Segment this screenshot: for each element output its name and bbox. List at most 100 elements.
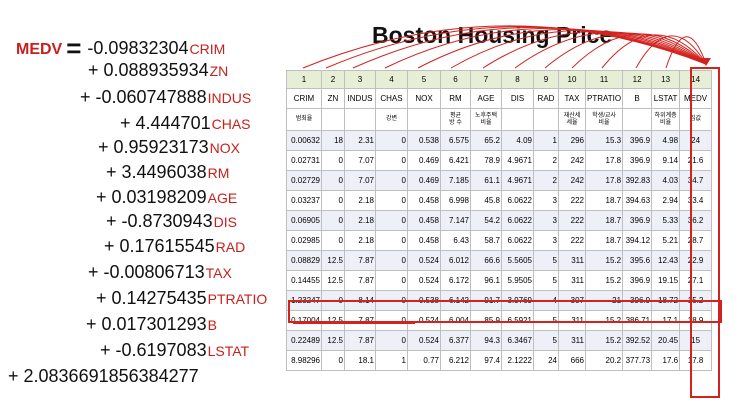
table-cell: 242 [558, 150, 586, 171]
coefficient: + -0.8730943 [106, 211, 213, 231]
table-cell: 3 [533, 210, 559, 231]
coefficient: + 0.03198209 [96, 187, 207, 207]
target-label: MEDV [16, 41, 63, 58]
table-cell: 20.2 [584, 350, 624, 371]
table-cell: 311 [558, 330, 586, 351]
arrow-head-icon [701, 58, 711, 66]
equation-term: + -0.8730943DIS [106, 211, 237, 232]
feature-name: ZN [209, 63, 229, 79]
table-cell: 2 [533, 170, 559, 191]
table-cell: 58.7 [470, 230, 502, 251]
table-cell: 2.94 [651, 190, 681, 211]
table-cell: 15 [679, 330, 713, 351]
table-cell: MEDV [679, 88, 713, 109]
table-cell: 78.9 [470, 150, 502, 171]
equation-term: + 0.14275435PTRATIO [96, 288, 267, 309]
table-cell: 1 [533, 130, 559, 151]
table-cell: 17.6 [651, 350, 681, 371]
table-cell: 18.7 [584, 230, 624, 251]
table-cell: 20.45 [651, 330, 681, 351]
table-cell [344, 108, 376, 131]
equation-term: + 0.03198209AGE [96, 187, 237, 208]
table-cell: 7.07 [344, 150, 376, 171]
table-row: 0.00632 18 2.31 0 0.538 6.575 65.2 4.09 1 296 15.3… [286, 130, 713, 151]
table-cell: 5 [533, 250, 559, 271]
coefficient: + 0.17615545 [104, 236, 215, 256]
table-cell: 6.0622 [501, 210, 534, 231]
feature-name: B [207, 317, 217, 333]
table-cell: TAX [558, 88, 586, 109]
table-cell: 6.012 [440, 250, 471, 271]
table-cell: 6 [440, 70, 471, 89]
coefficient: + -0.00806713 [88, 262, 205, 282]
table-row: 0.22489 12.5 7.87 0 0.524 6.377 94.3 6.3467 5 311… [286, 330, 713, 351]
table-cell: 0.08829 [286, 250, 322, 271]
coefficient: + 4.444701 [120, 113, 211, 133]
table-cell [622, 108, 653, 131]
table-cell: 7.87 [344, 270, 376, 291]
table-cell: 666 [558, 350, 586, 371]
table-cell [321, 108, 345, 131]
table-cell: 17.8 [584, 150, 624, 171]
table-cell: 15.2 [584, 330, 624, 351]
equation-term: + 0.17615545RAD [104, 236, 245, 257]
feature-name: CHAS [211, 116, 251, 132]
connector-arc [635, 35, 707, 69]
table-cell: AGE [470, 88, 502, 109]
table-cell: 61.1 [470, 170, 502, 191]
table-cell: 8.98296 [286, 350, 322, 371]
feature-name: NOX [209, 140, 240, 156]
table-cell [501, 108, 534, 131]
table-cell: 18 [321, 130, 345, 151]
table-cell: 96.1 [470, 270, 502, 291]
table-cell: 0.02729 [286, 170, 322, 191]
header-number-row: 1 2 3 4 5 6 7 8 9 10 11 12 13 14 [286, 70, 713, 89]
table-cell: 17.8 [584, 170, 624, 191]
table-cell: 0.524 [407, 250, 441, 271]
table-cell: 2 [533, 150, 559, 171]
table-cell: 0 [375, 130, 408, 151]
table-cell: 0 [321, 150, 345, 171]
table-cell: 395.6 [622, 250, 653, 271]
table-cell: 24 [533, 350, 559, 371]
table-cell: 4.98 [651, 130, 681, 151]
table-cell: 0.02985 [286, 230, 322, 251]
table-cell: INDUS [344, 88, 376, 109]
table-cell: 0.14455 [286, 270, 322, 291]
table-cell: 0.77 [407, 350, 441, 371]
table-cell: 0 [375, 150, 408, 171]
table-cell: 0.06905 [286, 210, 322, 231]
table-cell: 18.7 [584, 210, 624, 231]
table-cell: 0 [375, 330, 408, 351]
equation-term: + 2.0836691856384277 [8, 366, 199, 387]
highlighted-row-box [288, 300, 722, 323]
table-cell: 34.7 [679, 170, 713, 191]
table-cell: 0.00632 [286, 130, 322, 151]
coefficient: + 0.95923173 [98, 137, 209, 157]
table-cell: 0 [375, 170, 408, 191]
highlight-underline [293, 322, 415, 324]
header-name-row: CRIM ZN INDUS CHAS NOX RM AGE DIS RAD TAX PTRATIO B… [286, 88, 713, 109]
equation-term: + -0.6197083LSTAT [100, 340, 249, 361]
table-cell: RM [440, 88, 471, 109]
coefficient: + -0.060747888 [80, 87, 207, 107]
table-cell: 24 [679, 130, 713, 151]
table-cell: 5 [407, 70, 441, 89]
table-row: 0.03237 0 2.18 0 0.458 6.998 45.8 6.0622 3 222 18.… [286, 190, 713, 211]
table-cell: 0 [321, 190, 345, 211]
coefficient: + 0.088935934 [88, 60, 209, 80]
table-cell: 45.8 [470, 190, 502, 211]
table-cell: 222 [558, 230, 586, 251]
table-cell: 19.15 [651, 270, 681, 291]
table-cell: 5.21 [651, 230, 681, 251]
table-cell: 1 [375, 350, 408, 371]
equation-term: + -0.060747888INDUS [80, 87, 251, 108]
table-cell: 집값 [679, 108, 713, 131]
table-cell: 0 [375, 190, 408, 211]
table-cell: 13 [651, 70, 681, 89]
connector-arc [665, 36, 707, 69]
table-cell: 12.5 [321, 250, 345, 271]
table-row: 0.02729 0 7.07 0 0.469 7.185 61.1 4.9671 2 242 17.… [286, 170, 713, 191]
coefficient: + 0.017301293 [86, 314, 207, 334]
table-cell: CHAS [375, 88, 408, 109]
